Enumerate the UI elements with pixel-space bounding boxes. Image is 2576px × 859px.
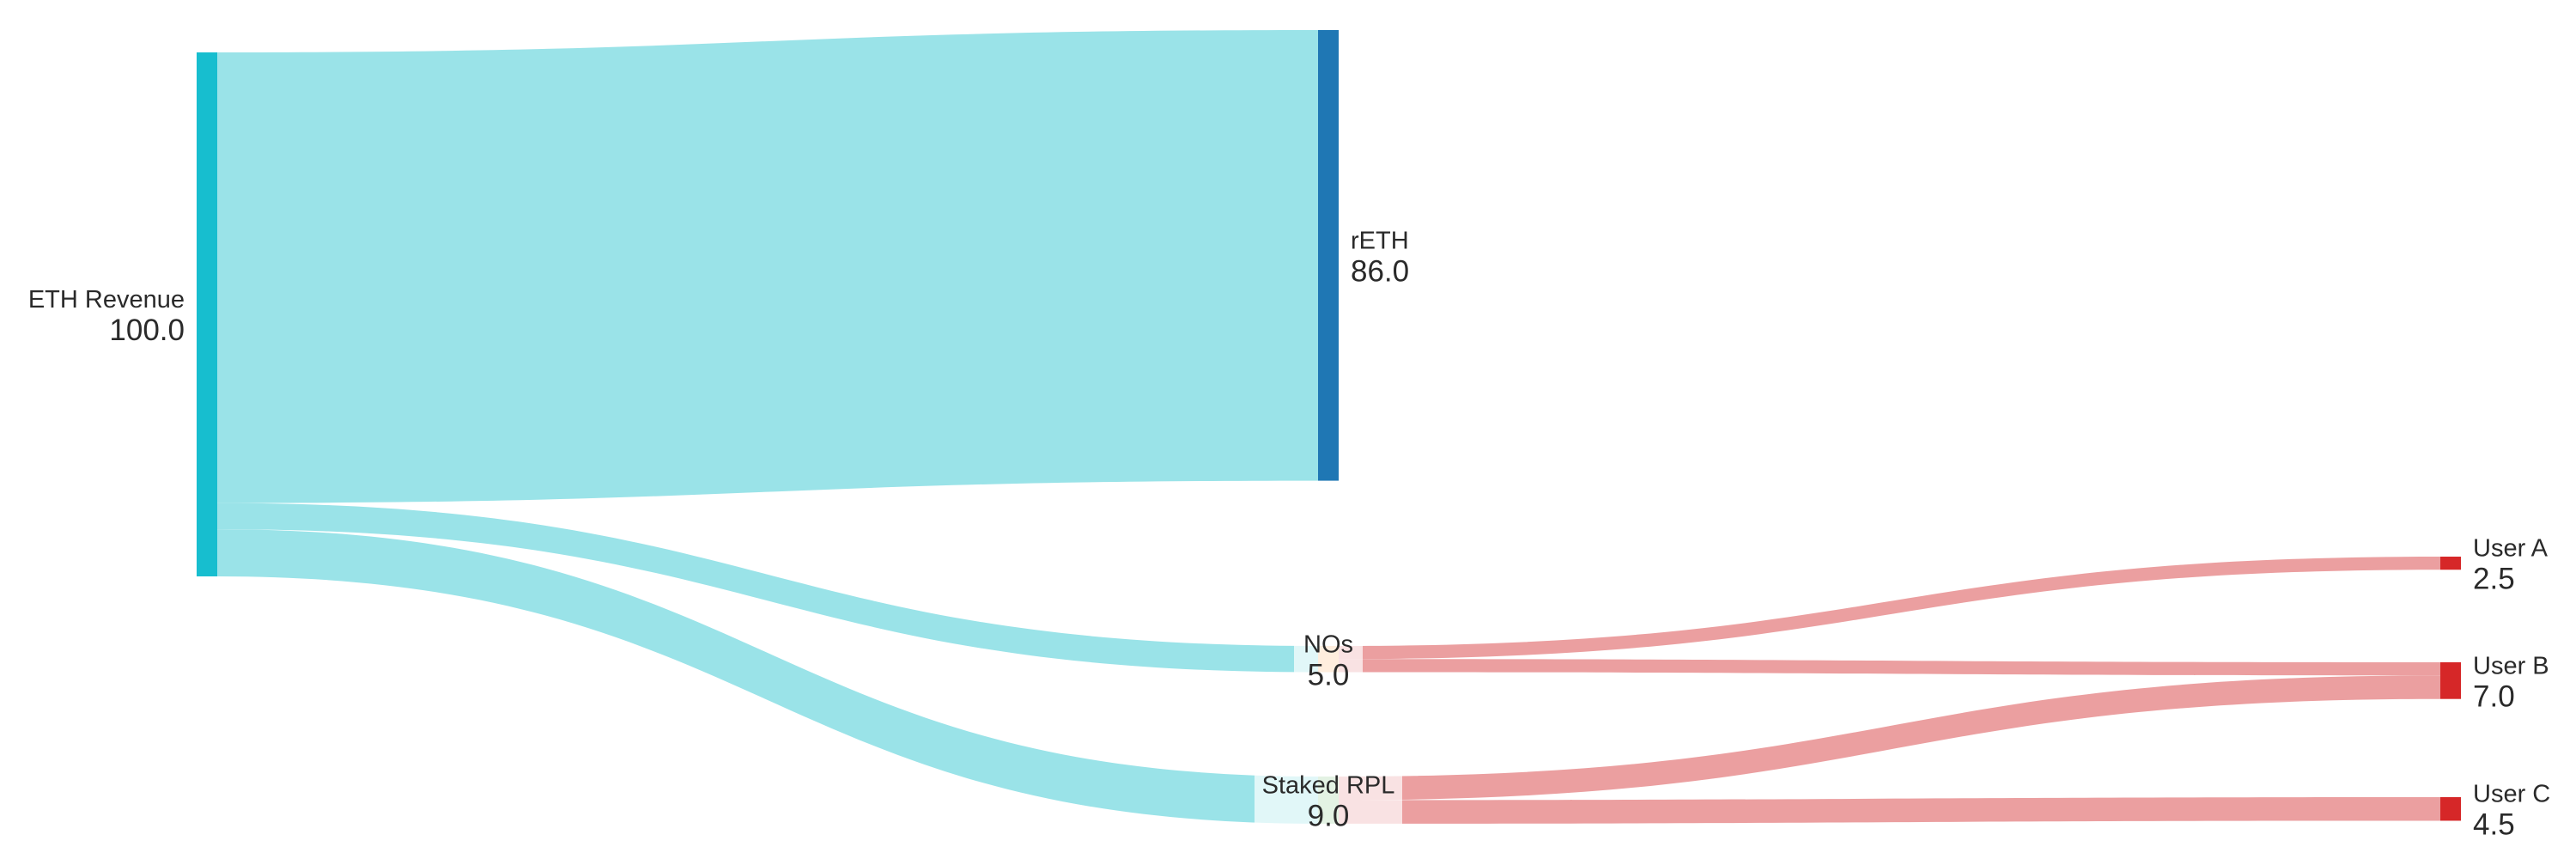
node-value-user_a: 2.5: [2473, 563, 2515, 596]
node-label-eth_revenue: ETH Revenue: [28, 286, 185, 314]
node-value-staked_rpl: 9.0: [1308, 799, 1350, 832]
link-staked_rpl-to-user_b: [1339, 675, 2440, 801]
node-label-user_b: User B: [2473, 652, 2549, 679]
node-value-reth: 86.0: [1351, 254, 1409, 288]
node-label-nos: NOs: [1303, 631, 1353, 658]
link-staked_rpl-to-user_c: [1339, 797, 2440, 824]
node-value-user_b: 7.0: [2473, 679, 2515, 713]
node-value-eth_revenue: 100.0: [109, 314, 185, 347]
node-label-user_a: User A: [2473, 535, 2549, 563]
label-bg-staked_rpl: [1255, 767, 1402, 833]
node-label-user_c: User C: [2473, 781, 2550, 808]
node-user_b: [2440, 662, 2461, 699]
node-user_a: [2440, 557, 2461, 570]
node-user_c: [2440, 797, 2461, 821]
node-value-user_c: 4.5: [2473, 808, 2515, 842]
link-nos-to-user_b: [1339, 659, 2440, 676]
node-value-nos: 5.0: [1308, 658, 1350, 691]
link-eth_revenue-to-reth: [217, 30, 1318, 503]
label-bg-nos: [1294, 626, 1363, 692]
link-eth_revenue-to-staked_rpl: [217, 529, 1318, 824]
link-eth_revenue-to-nos: [217, 503, 1318, 673]
sankey-links: [217, 30, 2440, 824]
node-label-staked_rpl: Staked RPL: [1262, 771, 1395, 799]
node-eth_revenue: [197, 52, 217, 576]
node-reth: [1318, 30, 1339, 481]
node-label-reth: rETH: [1351, 227, 1409, 254]
link-nos-to-user_a: [1339, 557, 2440, 660]
